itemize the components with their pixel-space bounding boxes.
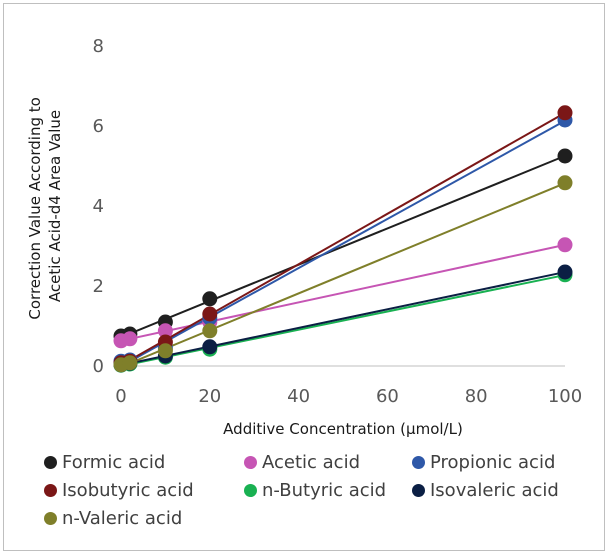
x-tick-label: 60 [376, 386, 399, 407]
trendlines [120, 112, 566, 368]
data-point [557, 175, 573, 191]
x-tick-label: 40 [287, 386, 310, 407]
y-tick-label: 4 [93, 196, 104, 217]
data-point [122, 355, 138, 371]
data-point [157, 323, 173, 339]
legend-item: Isobutyric acid [44, 480, 194, 501]
legend-item: Formic acid [44, 452, 165, 473]
data-point [202, 323, 218, 339]
data-point [557, 148, 573, 164]
x-tick-label: 20 [198, 386, 221, 407]
legend-label: Isobutyric acid [62, 480, 194, 501]
data-point [202, 291, 218, 307]
y-tick-label: 0 [93, 356, 104, 377]
y-axis-ticks: 0 2 4 6 8 [93, 36, 104, 377]
legend-marker-icon [44, 456, 57, 469]
legend-item: n-Valeric acid [44, 508, 182, 529]
chart-frame [3, 3, 605, 551]
legend-item: Isovaleric acid [412, 480, 559, 501]
legend-marker-icon [44, 484, 57, 497]
trendline [120, 112, 566, 367]
legend-label: Acetic acid [262, 452, 360, 473]
y-tick-label: 2 [93, 276, 104, 297]
x-tick-label: 100 [548, 386, 582, 407]
trendline [120, 119, 566, 368]
legend-label: Propionic acid [430, 452, 556, 473]
data-point [202, 306, 218, 322]
legend-item: n-Butyric acid [244, 480, 386, 501]
x-tick-label: 0 [115, 386, 126, 407]
y-axis-title-line-1: Correction Value According to [26, 97, 44, 319]
y-tick-label: 8 [93, 36, 104, 57]
legend-label: Isovaleric acid [430, 480, 559, 501]
x-axis-title: Additive Concentration (μmol/L) [223, 420, 463, 438]
x-tick-label: 80 [465, 386, 488, 407]
trendline [120, 154, 566, 339]
legend-marker-icon [244, 484, 257, 497]
data-point [122, 331, 138, 347]
legend-marker-icon [244, 456, 257, 469]
legend-label: n-Valeric acid [62, 508, 183, 529]
trendline [120, 182, 566, 368]
x-axis-ticks: 0 20 40 60 80 100 [115, 386, 582, 407]
legend-label: Formic acid [62, 452, 166, 473]
trendline [120, 274, 566, 368]
legend-item: Propionic acid [412, 452, 555, 473]
y-tick-label: 6 [93, 116, 104, 137]
legend-marker-icon [412, 484, 425, 497]
legend-item: Acetic acid [244, 452, 360, 473]
data-point [202, 339, 218, 355]
legend-marker-icon [44, 512, 57, 525]
data-point [557, 237, 573, 253]
data-points [113, 105, 573, 373]
data-point [557, 105, 573, 121]
legend-marker-icon [412, 456, 425, 469]
trendline [120, 271, 566, 367]
y-axis-title-line-2: Acetic Acid-d4 Area Value [46, 110, 64, 302]
y-axis-title: Correction Value According to Acetic Aci… [26, 92, 64, 319]
data-point [557, 264, 573, 280]
legend-label: n-Butyric acid [262, 480, 387, 501]
data-point [157, 343, 173, 359]
